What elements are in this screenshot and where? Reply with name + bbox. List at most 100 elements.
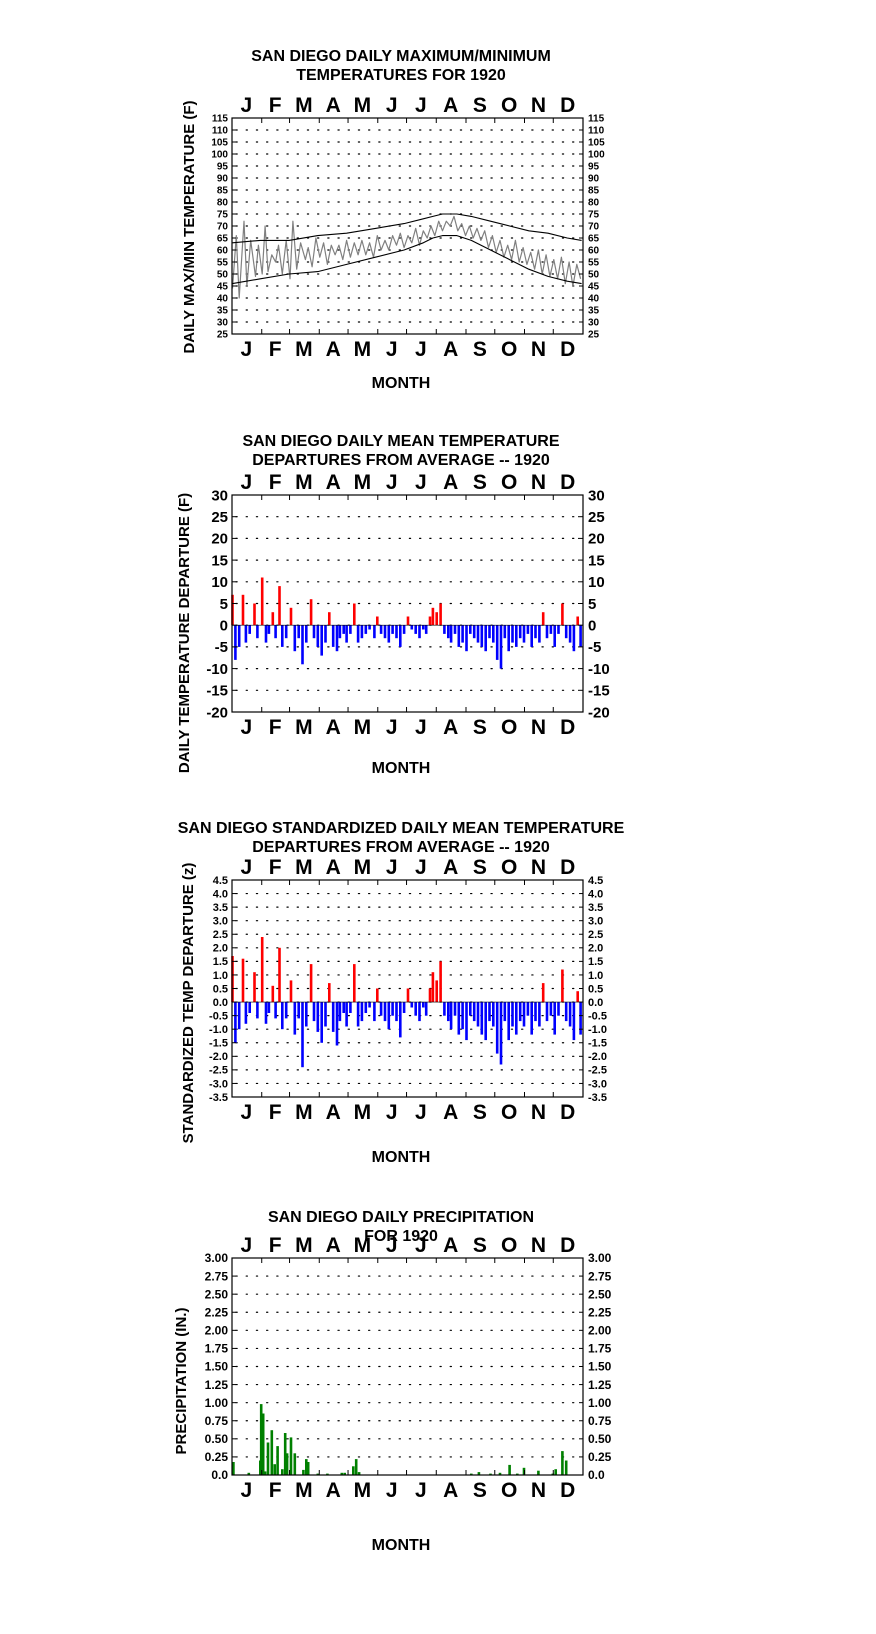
month-label-top: A [443, 471, 458, 494]
y-tick-label-right: 1.0 [588, 970, 603, 982]
y-tick-label-right: 15 [588, 552, 605, 569]
bar-8 [260, 577, 264, 626]
y-tick-label-left: 1.75 [205, 1342, 229, 1356]
y-tick-label-left: -2.5 [209, 1065, 228, 1077]
y-tick-label-left: -3.0 [209, 1078, 228, 1090]
bar-30 [516, 1473, 519, 1475]
bar-7 [256, 1002, 259, 1019]
y-tick-label-right: 2.5 [588, 929, 603, 941]
y-tick-label-right: -10 [588, 661, 610, 678]
bar-33 [353, 964, 356, 1003]
month-label-bottom: J [241, 338, 253, 361]
month-label-bottom: J [415, 716, 427, 739]
bar-61 [457, 1002, 461, 1035]
month-label-top: J [241, 856, 253, 879]
month-label-top: S [473, 471, 487, 494]
y-tick-label-right: 0.0 [588, 1468, 605, 1482]
y-tick-label-right: 0.25 [588, 1450, 612, 1464]
y-tick-label-left: 100 [211, 150, 228, 161]
bar-64 [469, 625, 472, 634]
y-tick-label-right: -2.5 [588, 1065, 607, 1077]
month-label-top: J [415, 1234, 427, 1257]
series-line-1 [232, 213, 582, 244]
y-tick-label-left: -0.5 [209, 1010, 228, 1022]
y-tick-label-right: 0.75 [588, 1414, 612, 1428]
month-label-top: J [415, 856, 427, 879]
bar-26 [328, 612, 331, 626]
bar-64 [469, 1002, 472, 1016]
month-label-top: J [386, 1234, 398, 1257]
y-tick-label-right: 2.50 [588, 1287, 612, 1301]
bar-86 [553, 625, 556, 647]
y-tick-label-right: 50 [588, 270, 600, 281]
month-label-bottom: F [269, 1101, 282, 1124]
y-tick-label-right: 105 [588, 138, 605, 149]
bar-48 [410, 1002, 414, 1008]
y-tick-label-right: 1.00 [588, 1396, 612, 1410]
bar-38 [373, 625, 376, 639]
bar-93 [579, 625, 582, 647]
bar-50 [418, 1002, 421, 1022]
month-label-bottom: M [354, 338, 372, 361]
x-axis-label: MONTH [372, 760, 431, 777]
month-label-bottom: J [415, 1479, 427, 1502]
bar-42 [387, 1002, 391, 1030]
bar-36 [564, 1460, 568, 1475]
bar-75 [511, 625, 514, 643]
month-label-bottom: S [473, 716, 487, 739]
month-label-bottom: F [269, 1479, 282, 1502]
bar-3 [241, 958, 245, 1003]
bar-71 [495, 1002, 499, 1054]
series-line-0 [231, 215, 582, 299]
y-tick-label-left: 110 [212, 126, 229, 137]
bar-52 [424, 1002, 428, 1016]
y-tick-label-right: 40 [588, 294, 600, 305]
month-label-top: D [560, 1234, 575, 1257]
bar-23 [354, 1459, 358, 1475]
month-label-top: A [326, 94, 341, 117]
bar-8 [260, 937, 264, 1003]
bar-19 [301, 1002, 304, 1068]
bar-27 [331, 625, 335, 647]
month-label-bottom: J [415, 338, 427, 361]
y-tick-label-left: 65 [217, 234, 229, 245]
bar-13 [289, 1437, 293, 1475]
series-line-2 [232, 235, 582, 285]
bar-70 [492, 1002, 495, 1027]
month-label-top: A [443, 94, 458, 117]
y-tick-label-left: 2.50 [205, 1287, 229, 1301]
y-tick-label-right: 2.25 [588, 1305, 612, 1319]
bar-83 [541, 612, 545, 626]
month-label-top: M [354, 94, 372, 117]
bar-77 [518, 1002, 522, 1022]
month-label-bottom: F [269, 716, 282, 739]
y-axis-label: PRECIPITATION (IN.) [173, 1308, 190, 1455]
y-tick-label-left: 30 [217, 318, 229, 329]
bar-21 [343, 1472, 346, 1475]
bar-40 [379, 1002, 383, 1016]
y-tick-label-left: 4.0 [213, 888, 228, 900]
bar-38 [373, 1002, 376, 1022]
y-tick-label-right: 5 [588, 596, 596, 613]
y-tick-label-left: 55 [217, 258, 229, 269]
bar-27 [489, 1473, 492, 1475]
bar-45 [399, 1002, 402, 1038]
bar-25 [470, 1473, 473, 1475]
bar-86 [553, 1002, 556, 1035]
y-tick-label-left: 4.5 [213, 875, 228, 887]
month-label-bottom: A [326, 716, 341, 739]
y-tick-label-left: -1.0 [209, 1024, 228, 1036]
bar-16 [305, 1459, 308, 1475]
bar-5 [263, 1471, 267, 1475]
y-tick-label-right: 115 [588, 114, 605, 125]
bar-23 [316, 1002, 320, 1032]
bar-52 [424, 625, 428, 634]
chart-title-line-2: TEMPERATURES FOR 1920 [296, 67, 506, 84]
bar-35 [360, 625, 364, 639]
bar-82 [538, 625, 541, 643]
month-label-top: S [473, 94, 487, 117]
bar-13 [278, 947, 281, 1003]
bar-1 [234, 625, 237, 660]
y-tick-label-left: 1.25 [205, 1378, 229, 1392]
month-label-bottom: J [386, 1101, 398, 1124]
